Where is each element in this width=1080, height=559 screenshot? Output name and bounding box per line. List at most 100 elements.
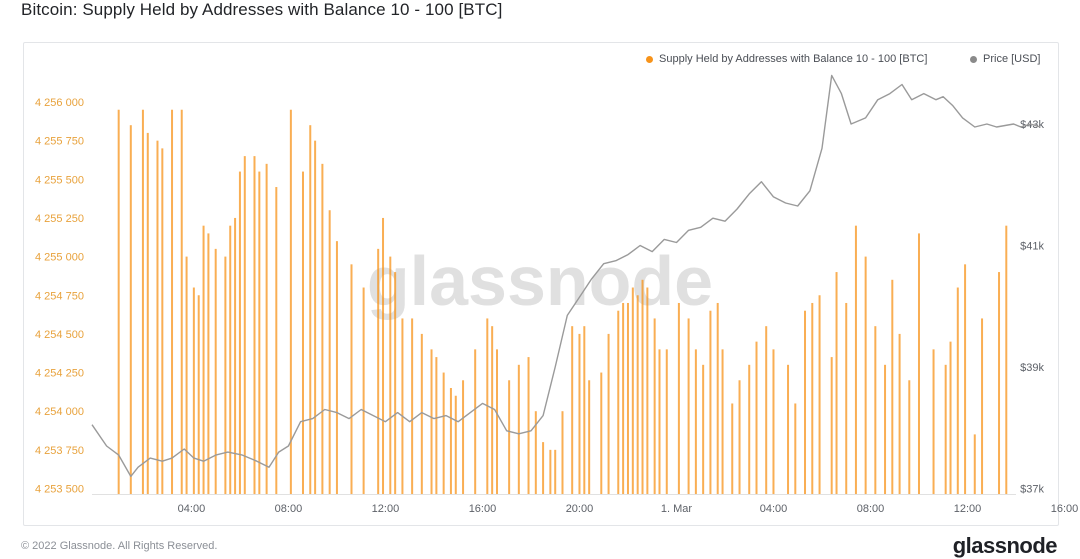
supply-bar (224, 256, 227, 494)
supply-bar (253, 156, 256, 495)
supply-bar (835, 272, 838, 494)
supply-bar (141, 109, 144, 494)
supply-bar (192, 287, 195, 494)
supply-bar (449, 388, 452, 494)
legend-label-price: Price [USD] (983, 53, 1041, 65)
supply-bar (845, 302, 848, 494)
legend-item-price[interactable]: Price [USD] (970, 53, 1040, 65)
supply-bar (491, 326, 494, 494)
supply-bar (350, 264, 353, 494)
footer-copyright: © 2022 Glassnode. All Rights Reserved. (21, 540, 218, 552)
supply-bar (607, 333, 610, 494)
supply-bar (864, 256, 867, 494)
supply-bar (772, 349, 775, 494)
supply-bar (908, 380, 911, 494)
supply-bar (636, 295, 639, 494)
x-tick-label: 04:00 (178, 503, 206, 515)
supply-bar (884, 364, 887, 494)
supply-bar (641, 279, 644, 494)
supply-bar (309, 125, 312, 494)
y-left-tick-label: 4 254 500 (35, 329, 84, 341)
y-left-tick-label: 4 255 000 (35, 252, 84, 264)
supply-bar (617, 310, 620, 494)
x-tick-label: 16:00 (1051, 503, 1079, 515)
supply-bar (891, 279, 894, 494)
supply-bar (583, 326, 586, 494)
supply-bar (677, 302, 680, 494)
supply-bar (646, 287, 649, 494)
supply-bar (721, 349, 724, 494)
legend-item-supply[interactable]: Supply Held by Addresses with Balance 10… (646, 53, 927, 65)
supply-bar (202, 225, 205, 494)
supply-bar (755, 341, 758, 494)
supply-bar (765, 326, 768, 494)
x-tick-label: 20:00 (566, 503, 594, 515)
supply-bar (794, 403, 797, 494)
x-tick-label: 16:00 (469, 503, 497, 515)
supply-bar (542, 442, 545, 494)
supply-bar (658, 349, 661, 494)
watermark: glassnode (367, 242, 713, 320)
supply-bar (932, 349, 935, 494)
supply-bar (818, 295, 821, 494)
supply-bar (197, 295, 200, 494)
x-tick-label: 08:00 (857, 503, 885, 515)
supply-bar (129, 125, 132, 494)
supply-bar (289, 109, 292, 494)
supply-bar (462, 380, 465, 494)
supply-bar (653, 318, 656, 494)
legend-label-supply: Supply Held by Addresses with Balance 10… (659, 53, 928, 65)
supply-bar (496, 349, 499, 494)
y-left-tick-label: 4 255 500 (35, 174, 84, 186)
supply-bar (956, 287, 959, 494)
supply-bar (874, 326, 877, 494)
supply-bar (949, 341, 952, 494)
supply-bar (716, 302, 719, 494)
supply-bar (944, 364, 947, 494)
y-left-tick-label: 4 253 750 (35, 445, 84, 457)
supply-bar (665, 349, 668, 494)
price-series (91, 74, 1041, 478)
supply-bar (243, 156, 246, 495)
supply-bar (571, 326, 574, 494)
supply-bar (328, 210, 331, 494)
supply-bar (622, 302, 625, 494)
supply-bars (117, 109, 1008, 495)
supply-bar (171, 109, 174, 494)
supply-bar (394, 272, 397, 494)
supply-bar (631, 287, 634, 494)
supply-bar (694, 349, 697, 494)
supply-bar (234, 217, 237, 494)
supply-bar (382, 217, 385, 494)
supply-bar (517, 364, 520, 494)
supply-bar (474, 349, 477, 494)
y-right-tick-label: $41k (1020, 241, 1044, 253)
right-axis: $37k$39k$41k$43k (1020, 119, 1044, 496)
supply-bar (389, 256, 392, 494)
y-right-tick-label: $37k (1020, 484, 1044, 496)
supply-bar (377, 248, 380, 494)
y-left-tick-label: 4 255 250 (35, 213, 84, 225)
supply-bar (830, 357, 833, 494)
supply-bar (981, 318, 984, 494)
supply-bar (527, 357, 530, 494)
x-tick-label: 04:00 (760, 503, 788, 515)
supply-bar (554, 449, 557, 494)
y-right-tick-label: $39k (1020, 362, 1044, 374)
supply-bar (534, 411, 537, 494)
supply-bar (973, 434, 976, 494)
x-tick-label: 08:00 (275, 503, 303, 515)
supply-bar (709, 310, 712, 494)
supply-bar (229, 225, 232, 494)
supply-bar (442, 372, 445, 494)
supply-bar (898, 333, 901, 494)
supply-bar (804, 310, 807, 494)
supply-bar (578, 333, 581, 494)
y-left-tick-label: 4 254 750 (35, 290, 84, 302)
supply-bar (214, 248, 217, 494)
supply-bar (738, 380, 741, 494)
supply-bar (854, 225, 857, 494)
supply-bar (1005, 225, 1008, 494)
supply-bar (411, 318, 414, 494)
